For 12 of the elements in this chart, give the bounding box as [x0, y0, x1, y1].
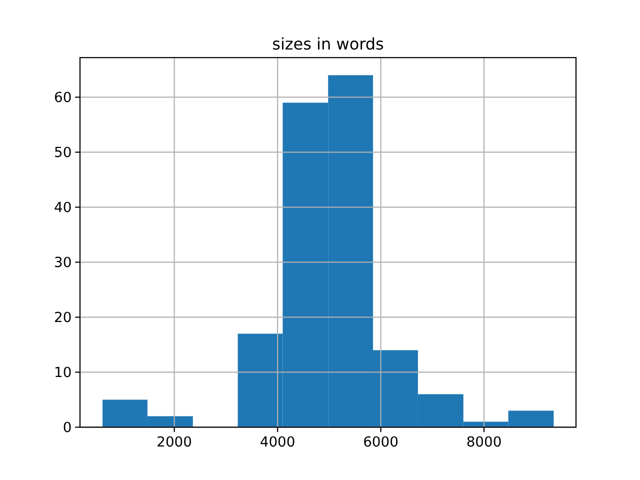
- y-tick-label: 40: [54, 200, 72, 216]
- x-tick-label: 6000: [363, 434, 398, 451]
- x-tick-label: 8000: [466, 434, 502, 451]
- y-tick-label: 60: [54, 90, 72, 106]
- y-tick-label: 10: [54, 365, 72, 382]
- chart-title: sizes in words: [272, 34, 384, 54]
- x-tick-label: 4000: [260, 434, 296, 451]
- x-tick-label: 2000: [156, 434, 192, 451]
- y-tick-label: 20: [54, 310, 72, 326]
- y-tick-label: 50: [54, 145, 72, 162]
- y-tick-label: 0: [62, 420, 72, 436]
- y-tick-label: 30: [54, 255, 72, 272]
